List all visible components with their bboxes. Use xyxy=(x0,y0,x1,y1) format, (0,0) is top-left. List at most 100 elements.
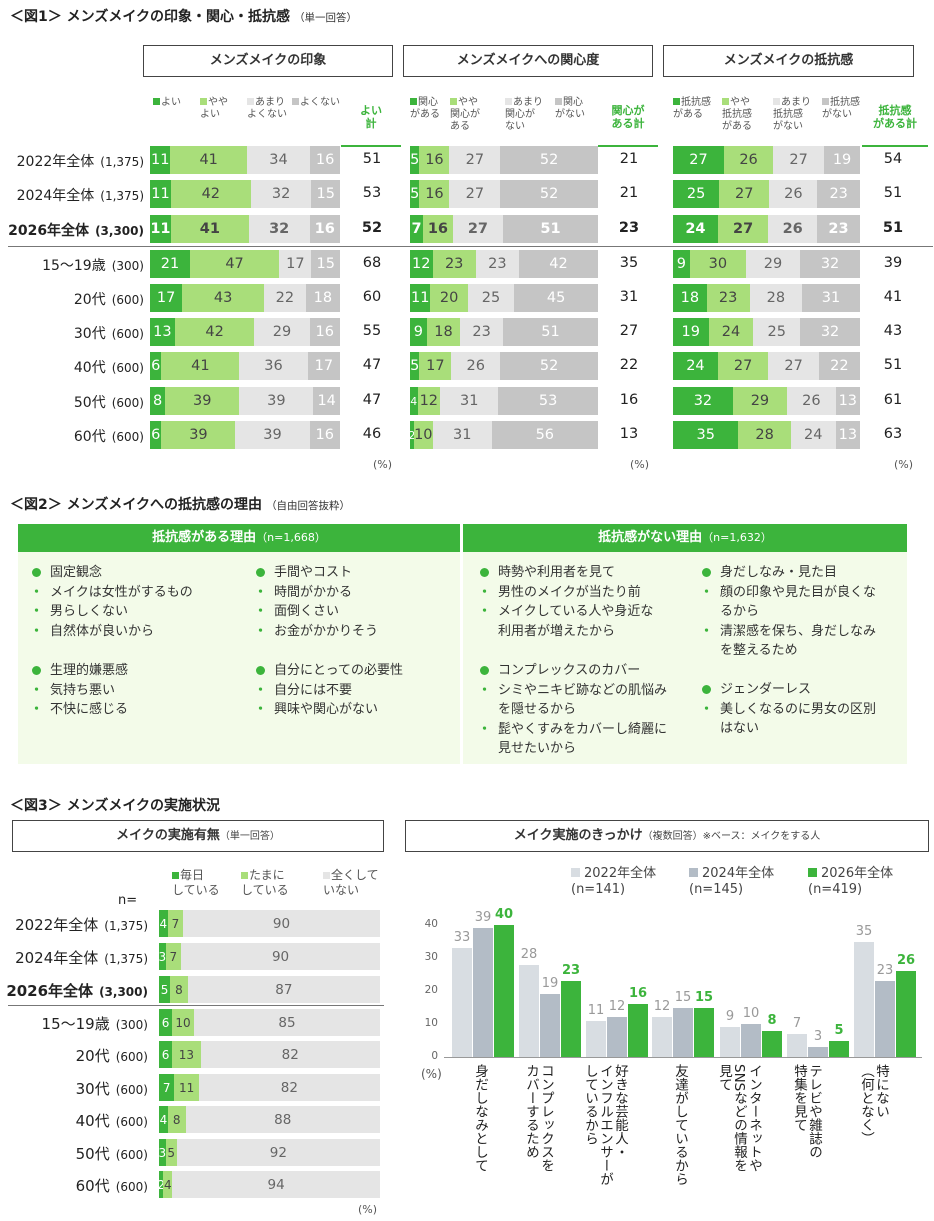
bar-segment: 29 xyxy=(732,387,788,415)
bar-segment: 8 xyxy=(167,1106,186,1133)
reason-item: 時間がかかる xyxy=(254,583,464,603)
y-tick-label: 20 xyxy=(424,984,438,996)
bar-segment: 17 xyxy=(279,250,312,278)
row-n: (1,375) xyxy=(104,952,148,966)
bar-segment: 4 xyxy=(159,910,168,937)
row-label: 2024年全体 (1,375) xyxy=(15,947,148,968)
total-value: 47 xyxy=(362,357,382,373)
bar-segment: 16 xyxy=(419,146,450,174)
bar-segment: 17 xyxy=(307,352,340,380)
panel-header: メンズメイクへの関心度 xyxy=(403,45,653,77)
total-value: 68 xyxy=(362,255,382,271)
total-value: 51 xyxy=(882,220,904,236)
bar-segment: 31 xyxy=(440,387,499,415)
total-header-line xyxy=(862,145,928,147)
total-value: 61 xyxy=(883,392,903,408)
bar-value-label: 35 xyxy=(855,923,873,939)
row-label-text: 2022年全体 xyxy=(15,916,99,934)
legend-label: 抵抗感 がない xyxy=(822,97,860,120)
stacked-bar: 5 16 27 52 xyxy=(410,146,598,174)
legend-swatch xyxy=(292,98,299,105)
stacked-bar: 2 10 31 56 xyxy=(408,421,598,449)
legend-item: たまに している xyxy=(241,868,289,898)
category-line: テレビや雑誌の xyxy=(806,1064,822,1159)
reason-heading: 生理的嫌悪感 xyxy=(30,661,240,681)
bar-segment: 7 xyxy=(410,215,424,243)
legend-label: 2026年全体 (n=419) xyxy=(808,866,894,897)
bar-1 xyxy=(808,1047,828,1057)
row-label: 2024年全体 (1,375) xyxy=(17,185,144,205)
bar-segment: 23 xyxy=(706,284,750,312)
panel-header: メンズメイクの印象 xyxy=(143,45,393,77)
stacked-bar: 7 11 82 xyxy=(159,1074,380,1101)
bar-segment: 28 xyxy=(749,284,803,312)
row-label-text: 30代 xyxy=(75,1080,110,1098)
row-n: (600) xyxy=(111,293,144,307)
stacked-bar: 6 41 36 17 xyxy=(150,352,340,380)
total-header: 抵抗感 がある計 xyxy=(873,104,917,130)
legend-label: 関心 がある xyxy=(410,97,440,120)
category-line: （何となく） xyxy=(858,1064,874,1145)
row-label-text: 60代 xyxy=(75,1177,110,1195)
bar-segment: 4 xyxy=(163,1171,173,1198)
reason-heading: コンプレックスのカバー xyxy=(478,661,688,681)
reason-heading: ジェンダーレス xyxy=(700,680,910,700)
bar-segment: 23 xyxy=(475,250,520,278)
reasons-yes-panel xyxy=(18,524,460,764)
total-value: 51 xyxy=(883,185,903,201)
row-label: 20代 (600) xyxy=(74,289,144,309)
category-line: 身だしなみとして xyxy=(472,1064,488,1172)
row-n: (1,375) xyxy=(100,189,144,203)
bar-segment: 18 xyxy=(305,284,340,312)
bar-segment: 32 xyxy=(673,387,733,415)
legend-item: やや 抵抗感 がある xyxy=(722,97,752,133)
legend-item: やや 関心が ある xyxy=(450,97,480,133)
group-separator xyxy=(8,1005,384,1006)
bar-segment: 11 xyxy=(150,146,171,174)
bar-segment: 5 xyxy=(410,180,420,208)
fig1-title: ＜図1＞ メンズメイクの印象・関心・抵抗感 （単一回答） xyxy=(10,9,358,25)
bar-segment: 6 xyxy=(150,352,162,380)
bar-segment: 5 xyxy=(165,1139,177,1166)
row-label: 2026年全体 (3,300) xyxy=(8,220,144,240)
y-unit-label: (%) xyxy=(421,1067,442,1081)
bar-segment: 45 xyxy=(514,284,598,312)
row-label-text: 30代 xyxy=(73,326,106,342)
bar-segment: 51 xyxy=(503,318,598,346)
category-line: コンプレックスを xyxy=(538,1064,554,1172)
bar-segment: 12 xyxy=(417,387,441,415)
bar-segment: 25 xyxy=(753,318,801,346)
bar-segment: 43 xyxy=(182,284,264,312)
legend-swatch xyxy=(247,98,254,105)
legend-label: やや よい xyxy=(200,97,228,120)
bar-segment: 2 xyxy=(408,421,415,449)
bar-value-label: 40 xyxy=(494,907,514,922)
total-value: 43 xyxy=(883,323,903,339)
bar-segment: 15 xyxy=(311,250,340,278)
bar-segment: 23 xyxy=(432,250,476,278)
bar-value-label: 12 xyxy=(653,999,671,1015)
row-label-text: 2026年全体 xyxy=(8,223,90,239)
row-label-text: 50代 xyxy=(73,395,106,411)
row-label-text: 40代 xyxy=(75,1112,110,1130)
pct-label: (%) xyxy=(358,1203,378,1216)
legend-swatch xyxy=(505,98,512,105)
reason-item: 興味や関心がない xyxy=(254,700,464,720)
bar-segment: 39 xyxy=(161,421,236,449)
row-n: (300) xyxy=(111,259,144,273)
bar-segment: 18 xyxy=(673,284,707,312)
bar-segment: 27 xyxy=(452,215,504,243)
row-n: (600) xyxy=(111,327,144,341)
total-value: 21 xyxy=(619,185,639,201)
stacked-bar: 4 12 31 53 xyxy=(410,387,598,415)
bar-segment: 10 xyxy=(172,1009,194,1036)
row-label-text: 2022年全体 xyxy=(16,154,95,170)
bar-segment: 22 xyxy=(263,284,306,312)
bar-segment: 6 xyxy=(150,421,162,449)
bar-segment: 3 xyxy=(159,943,166,970)
legend-label: 全くして いない xyxy=(323,868,379,897)
bar-segment: 8 xyxy=(150,387,166,415)
reasons-yes-header: 抵抗感がある理由（n=1,632）（n=1,668） xyxy=(18,524,460,552)
